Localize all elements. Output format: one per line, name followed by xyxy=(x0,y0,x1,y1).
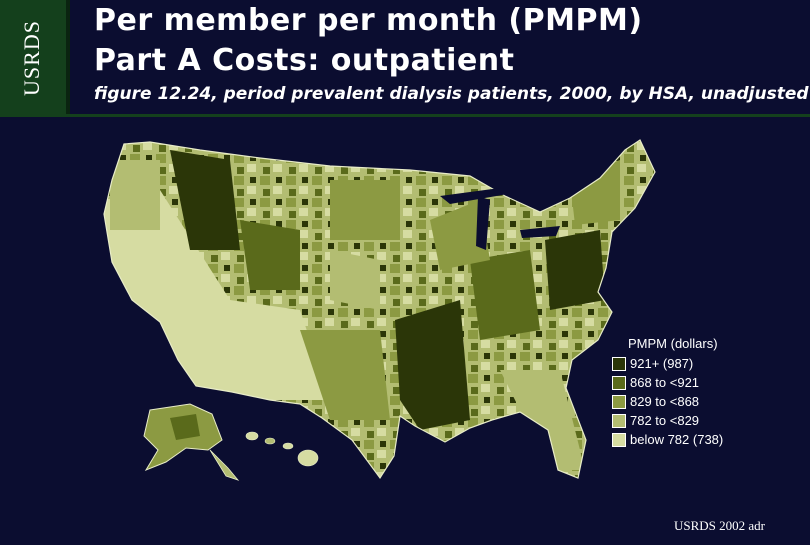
legend-label-4: below 782 (738) xyxy=(630,432,724,447)
side-tab-label: USRDS xyxy=(19,20,45,96)
us-map xyxy=(0,118,810,540)
legend-label-2: 829 to <868 xyxy=(630,394,700,409)
conus-outline xyxy=(103,139,656,480)
legend-label-0: 921+ (987) xyxy=(630,356,694,371)
legend-label-1: 868 to <921 xyxy=(630,375,700,390)
header-divider xyxy=(0,114,810,117)
lake-erie xyxy=(520,226,560,238)
source-credit: USRDS 2002 adr xyxy=(674,518,766,533)
legend-item-1: 868 to <921 xyxy=(612,373,762,392)
legend-swatch-2 xyxy=(612,394,626,409)
legend-item-0: 921+ (987) xyxy=(612,354,762,373)
legend-label-3: 782 to <829 xyxy=(630,413,700,428)
legend-swatch-3 xyxy=(612,413,626,428)
legend-swatch-4 xyxy=(612,432,626,447)
legend-title: PMPM (dollars) xyxy=(628,336,718,351)
legend-swatch-1 xyxy=(612,375,626,390)
legend-item-2: 829 to <868 xyxy=(612,392,762,411)
legend-swatch-0 xyxy=(612,356,626,371)
header-band xyxy=(0,0,810,118)
map-legend: PMPM (dollars) 921+ (987) 868 to <921 82… xyxy=(612,336,762,449)
side-tab: USRDS xyxy=(0,0,70,114)
figure-caption: figure 12.24, period prevalent dialysis … xyxy=(94,84,809,104)
lake-michigan xyxy=(476,196,490,250)
lake-superior xyxy=(440,188,508,204)
legend-item-3: 782 to <829 xyxy=(612,411,762,430)
alaska xyxy=(143,403,240,481)
hawaii xyxy=(245,431,319,467)
legend-item-4: below 782 (738) xyxy=(612,430,762,449)
us-map-svg xyxy=(103,139,656,481)
page-title-line1: Per member per month (PMPM) xyxy=(94,3,643,38)
page-title-line2: Part A Costs: outpatient xyxy=(94,43,515,78)
